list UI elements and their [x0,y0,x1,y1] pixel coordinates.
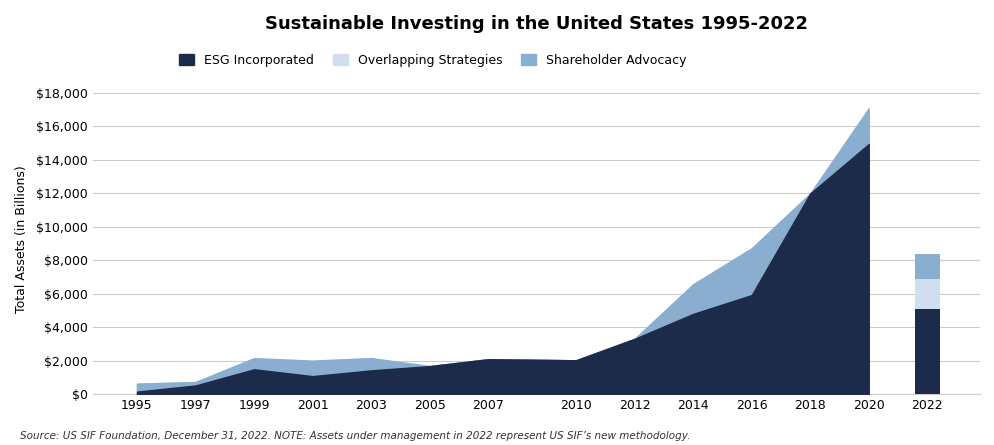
Bar [913,309,938,394]
Title: Sustainable Investing in the United States 1995-2022: Sustainable Investing in the United Stat… [264,15,807,33]
Bar [913,279,938,309]
Bar [913,254,938,279]
Legend: ESG Incorporated, Overlapping Strategies, Shareholder Advocacy: ESG Incorporated, Overlapping Strategies… [179,54,686,67]
Y-axis label: Total Assets (in Billions): Total Assets (in Billions) [15,166,28,313]
Text: Source: US SIF Foundation, December 31, 2022. NOTE: Assets under management in 2: Source: US SIF Foundation, December 31, … [20,431,690,441]
